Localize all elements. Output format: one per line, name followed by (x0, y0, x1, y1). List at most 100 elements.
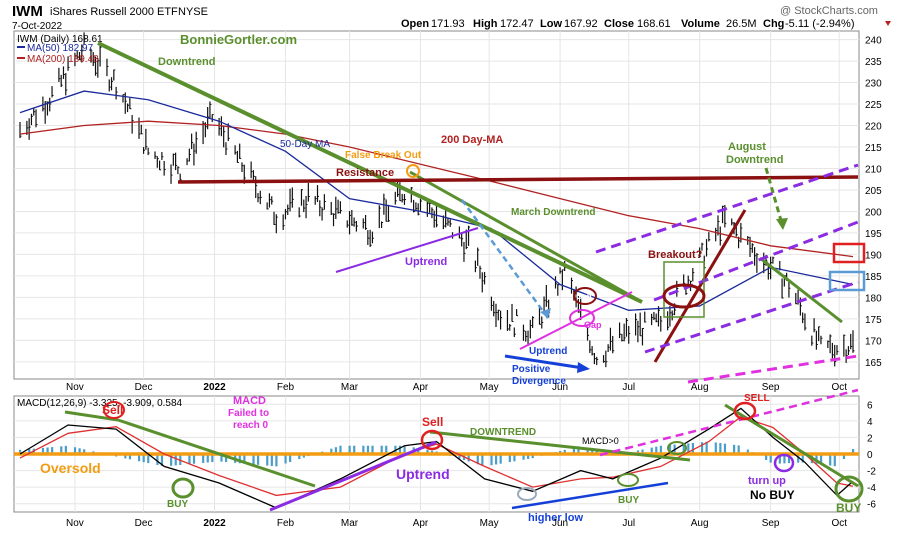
macd-histogram-bar (513, 454, 516, 462)
chart-date: 7-Oct-2022 (12, 21, 62, 32)
macd-histogram-bar (655, 446, 658, 454)
gap-label-2: Gap (584, 320, 602, 330)
macd-histogram-bar (46, 447, 49, 454)
exchange: NYSE (178, 6, 208, 18)
price-y-tick-label: 165 (865, 358, 882, 369)
no-buy-label: No BUY (750, 488, 795, 502)
macd-histogram-bar (156, 454, 159, 466)
macd-histogram-bar (138, 454, 141, 462)
macd-x-tick-label: Jun (552, 518, 568, 529)
symbol: IWM (12, 3, 43, 20)
august-label: August (728, 141, 766, 153)
price-y-tick-label: 190 (865, 250, 882, 261)
price-x-tick-label: Dec (135, 382, 153, 393)
price-y-tick-label: 170 (865, 336, 882, 347)
gap-arrow-head-icon (540, 308, 551, 318)
macd-histogram-bar (28, 449, 31, 454)
macd-histogram-bar (220, 454, 223, 462)
copyright[interactable]: @ StockCharts.com (780, 5, 878, 17)
macd-histogram-bar (252, 454, 255, 465)
macd-histogram-bar (765, 454, 768, 461)
macd-histogram-bar (257, 454, 260, 465)
price-x-tick-label: Jun (552, 382, 568, 393)
ma200-legend-label: MA(200) 189.48 (27, 54, 99, 65)
macd-x-tick-label: Feb (277, 518, 295, 529)
breakout-label: Breakout? (648, 249, 703, 261)
macd-histogram-bar (746, 449, 749, 454)
macd-histogram-bar (829, 454, 832, 466)
higher-low-circle-1 (517, 487, 537, 501)
macd-y-tick-label: -4 (867, 483, 876, 494)
macd-histogram-bar (426, 449, 429, 454)
price-y-tick-label: 230 (865, 79, 882, 90)
price-x-tick-label: Feb (277, 382, 295, 393)
macd-uptrend-line (269, 440, 437, 512)
price-x-tick-label: Jul (622, 382, 635, 393)
price-y-tick-label: 205 (865, 186, 882, 197)
resistance-label: Resistance (336, 167, 394, 179)
macd-histogram-bar (650, 447, 653, 454)
macd-histogram-bar (522, 454, 525, 460)
macd-histogram-bar (481, 454, 484, 466)
gap-circle (573, 287, 597, 305)
sell-circle-1 (103, 401, 125, 419)
macd-histogram-bar (78, 448, 81, 454)
channel-mid-line (653, 220, 859, 302)
macd-histogram-bar (572, 447, 576, 454)
macd-y-tick-label: 0 (867, 450, 873, 461)
macd-y-tick-label: -2 (867, 467, 876, 478)
uptrend-line-1 (335, 227, 479, 273)
macd-downtrend-line-2 (117, 418, 316, 488)
macd-histogram-bar (833, 454, 836, 467)
macd-histogram-bar (527, 454, 530, 459)
macd-histogram-bar (224, 454, 228, 463)
downtrend-caps-label: DOWNTREND (470, 427, 536, 438)
macd-histogram-bar (51, 447, 54, 454)
buy-circle-3 (834, 475, 864, 503)
march-downtrend-line (409, 170, 643, 304)
macd-histogram-bar (160, 454, 164, 466)
macd-histogram-bar (380, 445, 383, 454)
sell-label-2: Sell (422, 415, 443, 429)
macd-histogram-bar (476, 454, 479, 465)
price-x-tick-label: May (480, 382, 499, 393)
macd-histogram-bar (682, 443, 685, 454)
macd-x-tick-label: Mar (341, 518, 359, 529)
macd-y-tick-label: 4 (867, 417, 873, 428)
macd-x-tick-label: May (480, 518, 499, 529)
gap-circle-2 (569, 309, 595, 327)
chg-label: Chg (763, 18, 784, 30)
macd-histogram-bar (330, 448, 333, 454)
macd-histogram-bar (206, 454, 209, 463)
price-legend: IWM (Daily) 168.61 MA(50) 182.97 MA(200)… (17, 34, 103, 65)
resistance-line (177, 175, 859, 184)
uptrend-line-2 (519, 291, 633, 350)
price-y-tick-label: 180 (865, 293, 882, 304)
macd-y-axis: -6 -4 -2 0 2 4 6 (867, 400, 876, 510)
turn-up-label: turn up (748, 475, 786, 487)
price-y-tick-label: 195 (865, 229, 882, 240)
price-y-axis: 165 170 175 180 185 190 195 200 205 210 215 220 225 2… (865, 36, 882, 369)
macd-histogram-bar (339, 445, 342, 454)
macd-x-tick-label: 2022 (203, 518, 226, 529)
macd-text-annotations: Sell MACD Failed to reach 0 Oversold BUY… (40, 393, 861, 524)
macd-histogram-bar (719, 443, 722, 454)
down-arrow-icon (885, 21, 891, 26)
price-y-tick-label: 240 (865, 36, 882, 47)
macd-histogram-bar (174, 454, 177, 466)
price-x-tick-label: Mar (341, 382, 359, 393)
uptrend-label-2: Uptrend (529, 346, 567, 357)
price-y-tick-label: 200 (865, 207, 882, 218)
macd-histogram-bar (147, 454, 150, 464)
macd-histogram (19, 441, 855, 467)
macd-histogram-bar (714, 442, 717, 454)
site-label: BonnieGortler.com (180, 32, 297, 47)
macd-x-tick-label: Sep (762, 518, 780, 529)
high-label: High (473, 18, 498, 30)
macd-histogram-bar (458, 454, 461, 459)
low-value: 167.92 (564, 18, 598, 30)
price-x-tick-label: 2022 (203, 382, 226, 393)
macd-histogram-bar (73, 447, 77, 454)
channel-top-line (595, 163, 859, 254)
